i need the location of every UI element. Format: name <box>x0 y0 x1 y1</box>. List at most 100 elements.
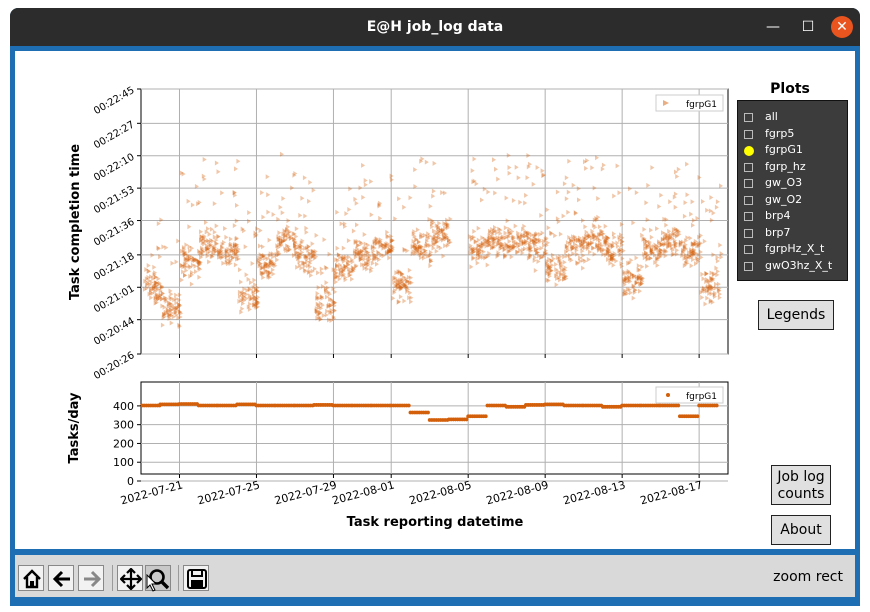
data-point <box>582 243 586 249</box>
data-point <box>160 290 165 296</box>
data-point <box>267 264 272 270</box>
data-point <box>633 287 638 293</box>
plot-checkbox-fgrp-hz[interactable]: fgrp_hz <box>738 159 848 175</box>
back-button[interactable] <box>48 565 74 591</box>
data-point <box>403 282 408 288</box>
data-point <box>372 252 376 257</box>
figure-canvas[interactable] <box>15 51 855 549</box>
save-button[interactable] <box>183 565 209 591</box>
data-point <box>562 270 567 276</box>
data-point <box>520 234 524 239</box>
data-point <box>583 237 588 243</box>
data-point <box>283 233 288 239</box>
ytick-label: 00:20:26 <box>92 350 136 382</box>
checkbox-indicator[interactable] <box>744 162 753 172</box>
data-point <box>252 302 257 308</box>
checkbox-indicator[interactable] <box>744 245 753 254</box>
data-point <box>338 262 343 268</box>
data-point <box>405 279 410 285</box>
checkbox-indicator[interactable] <box>744 195 753 205</box>
checkbox-indicator[interactable] <box>744 179 753 188</box>
data-point <box>392 290 397 295</box>
data-point <box>660 248 665 254</box>
data-point <box>627 270 632 276</box>
data-point <box>484 243 489 249</box>
data-point <box>205 238 210 244</box>
data-point <box>507 238 512 244</box>
job-log-counts-button[interactable]: Job log counts <box>771 465 831 505</box>
data-point <box>632 290 637 295</box>
data-point <box>423 248 428 254</box>
plot-checkbox-fgrphz-x-t[interactable]: fgrpHz_X_t <box>738 241 848 257</box>
data-point <box>636 267 641 273</box>
data-point <box>294 234 299 239</box>
plot-checkbox-fgrp5[interactable]: fgrp5 <box>738 126 848 142</box>
data-point <box>390 245 395 251</box>
plot-checkbox-gw-o2[interactable]: gw_O2 <box>738 192 848 208</box>
checkbox-indicator[interactable] <box>744 212 753 221</box>
data-point <box>225 250 230 256</box>
legends-button[interactable]: Legends <box>758 300 834 330</box>
checkbox-indicator[interactable] <box>744 228 753 238</box>
data-point <box>205 246 210 252</box>
data-point <box>190 254 195 260</box>
data-point <box>299 243 304 249</box>
forward-button[interactable] <box>78 565 104 591</box>
data-point <box>628 275 632 281</box>
data-point <box>190 270 195 275</box>
data-point <box>190 257 195 263</box>
data-point <box>617 234 622 240</box>
data-point <box>200 245 205 251</box>
data-point <box>476 237 481 243</box>
data-point <box>375 255 380 261</box>
ytick-label: 00:21:36 <box>92 217 136 249</box>
checkbox-indicator[interactable] <box>744 261 753 271</box>
maximize-button[interactable]: ☐ <box>801 19 815 35</box>
close-button[interactable]: ✕ <box>831 16 853 38</box>
data-point <box>314 254 319 260</box>
plot-checkbox-gw-o3[interactable]: gw_O3 <box>738 175 848 191</box>
home-button[interactable] <box>18 565 44 591</box>
data-point <box>645 253 649 259</box>
data-point <box>200 252 205 258</box>
checkbox-indicator[interactable] <box>744 129 753 139</box>
data-point <box>498 246 503 252</box>
about-button[interactable]: About <box>771 515 831 545</box>
plot-checkbox-gwo3hz-x-t[interactable]: gwO3hz_X_t <box>738 258 848 274</box>
plot-checkbox-all[interactable]: all <box>738 109 848 125</box>
minimize-button[interactable]: — <box>766 19 780 35</box>
data-point <box>384 250 389 256</box>
data-point <box>468 250 473 256</box>
data-point <box>503 253 508 259</box>
data-point <box>592 236 597 242</box>
data-point <box>343 275 348 280</box>
data-point <box>503 254 508 260</box>
top-chart-grid <box>141 88 728 358</box>
checkbox-indicator[interactable] <box>744 113 753 122</box>
data-point <box>511 246 516 252</box>
data-point <box>557 256 562 262</box>
data-point <box>496 240 501 246</box>
plot-checkbox-brp7[interactable]: brp7 <box>738 225 848 241</box>
data-point <box>657 250 662 256</box>
data-point <box>365 266 370 272</box>
data-point <box>263 261 268 267</box>
data-point <box>662 216 667 222</box>
data-point <box>596 214 601 220</box>
data-point <box>549 268 554 274</box>
plot-checkbox-brp4[interactable]: brp4 <box>738 208 848 224</box>
plot-checkbox-fgrpg1[interactable]: fgrpG1 <box>738 142 848 158</box>
data-point <box>645 255 650 261</box>
data-point <box>518 199 523 205</box>
data-point <box>430 218 435 224</box>
data-point <box>657 254 662 260</box>
pan-button[interactable] <box>117 565 143 591</box>
checkbox-indicator[interactable] <box>744 146 754 156</box>
data-point <box>366 257 371 263</box>
data-point <box>402 247 407 253</box>
checkbox-label: brp4 <box>765 209 791 222</box>
data-point <box>257 263 262 269</box>
data-point <box>678 241 683 247</box>
data-point <box>676 228 681 234</box>
title-bar[interactable]: E@H job_log data — ☐ ✕ <box>10 8 860 46</box>
